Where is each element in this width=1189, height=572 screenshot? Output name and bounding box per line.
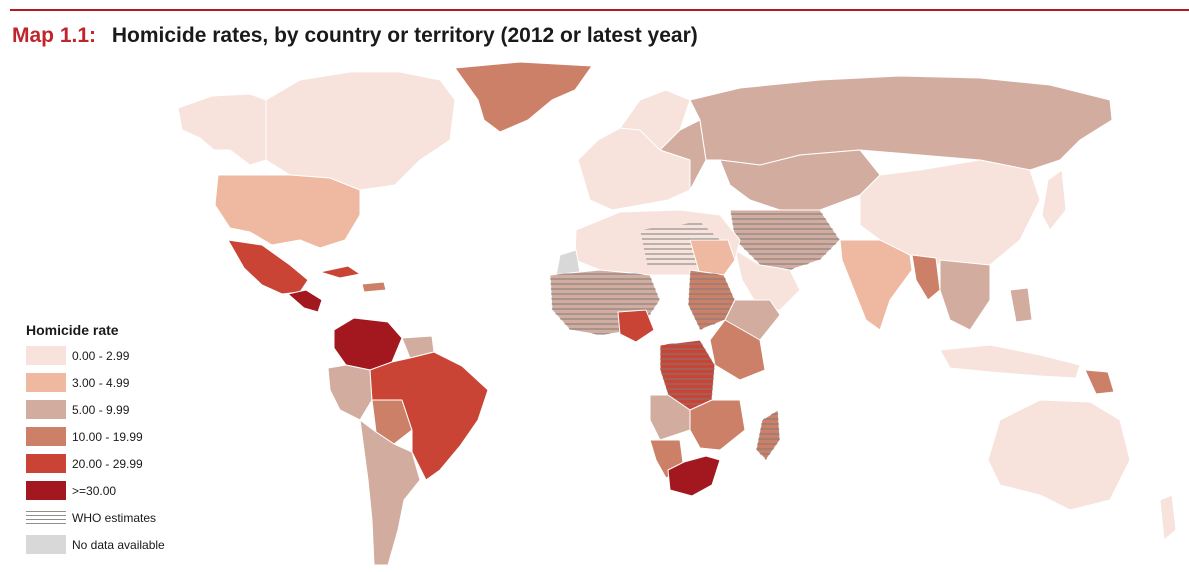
legend-label-4: 20.00 - 29.99 xyxy=(72,457,143,471)
legend-swatch-4 xyxy=(26,454,66,473)
region-arabia xyxy=(734,249,801,311)
region-brazil xyxy=(369,351,489,481)
region-usa xyxy=(214,174,361,249)
legend-swatch-0 xyxy=(26,346,66,365)
region-philippines xyxy=(1009,287,1033,323)
legend-item-5: >=30.00 xyxy=(26,481,119,508)
region-caribbean-east xyxy=(361,281,387,293)
legend-label-3: 10.00 - 19.99 xyxy=(72,430,143,444)
region-egypt xyxy=(689,239,736,276)
region-mexico xyxy=(227,239,309,295)
region-japan xyxy=(1041,169,1067,231)
legend-item-6: WHO estimates xyxy=(26,508,156,535)
region-middle-east-who xyxy=(730,210,840,270)
region-scandinavia xyxy=(619,89,691,151)
legend-item-1: 3.00 - 4.99 xyxy=(26,373,129,400)
legend-swatch-5 xyxy=(26,481,66,500)
region-southern-africa-east xyxy=(689,399,746,451)
legend-item-4: 20.00 - 29.99 xyxy=(26,454,143,481)
region-southeast-asia xyxy=(939,259,991,331)
region-south-africa xyxy=(667,455,721,497)
legend-swatch-3 xyxy=(26,427,66,446)
region-canada xyxy=(265,71,456,191)
map-number: Map 1.1: xyxy=(12,24,97,47)
legend-label-2: 5.00 - 9.99 xyxy=(72,403,130,417)
region-madagascar-who xyxy=(756,410,780,460)
region-central-america xyxy=(287,289,323,313)
region-india xyxy=(839,239,913,331)
legend-label-1: 3.00 - 4.99 xyxy=(72,376,130,390)
legend-title: Homicide rate xyxy=(26,322,119,338)
legend-item-0: 0.00 - 2.99 xyxy=(26,346,129,373)
region-indonesia xyxy=(939,344,1081,379)
region-nigeria xyxy=(617,309,655,343)
map-title: Map 1.1: Homicide rates, by country or t… xyxy=(12,24,698,48)
legend-label-5: >=30.00 xyxy=(72,484,117,498)
region-papua-new-guinea xyxy=(1084,369,1115,395)
region-east-africa xyxy=(709,319,766,381)
region-caribbean xyxy=(319,265,361,279)
region-new-zealand xyxy=(1159,494,1177,541)
region-peru xyxy=(327,364,373,421)
legend-swatch-2 xyxy=(26,400,66,419)
region-sudan-who xyxy=(688,270,735,330)
legend-item-3: 10.00 - 19.99 xyxy=(26,427,143,454)
region-australia xyxy=(987,399,1131,511)
legend-swatch-who-estimates xyxy=(26,508,66,527)
region-argentina-chile xyxy=(359,419,421,566)
legend-item-7: No data available xyxy=(26,535,165,562)
legend-label-7: No data available xyxy=(72,538,165,552)
legend-swatch-1 xyxy=(26,373,66,392)
region-myanmar xyxy=(911,254,941,301)
region-central-africa-who xyxy=(660,340,715,410)
legend-swatch-7 xyxy=(26,535,66,554)
legend-label-0: 0.00 - 2.99 xyxy=(72,349,130,363)
map-legend: Homicide rate 0.00 - 2.99 3.00 - 4.99 5.… xyxy=(26,322,165,562)
map-title-text: Homicide rates, by country or territory … xyxy=(111,24,698,47)
top-rule xyxy=(10,9,1189,11)
region-alaska xyxy=(177,93,267,166)
region-russia xyxy=(689,75,1113,171)
region-greenland xyxy=(454,61,593,133)
legend-item-2: 5.00 - 9.99 xyxy=(26,400,129,427)
legend-label-6: WHO estimates xyxy=(72,511,157,525)
